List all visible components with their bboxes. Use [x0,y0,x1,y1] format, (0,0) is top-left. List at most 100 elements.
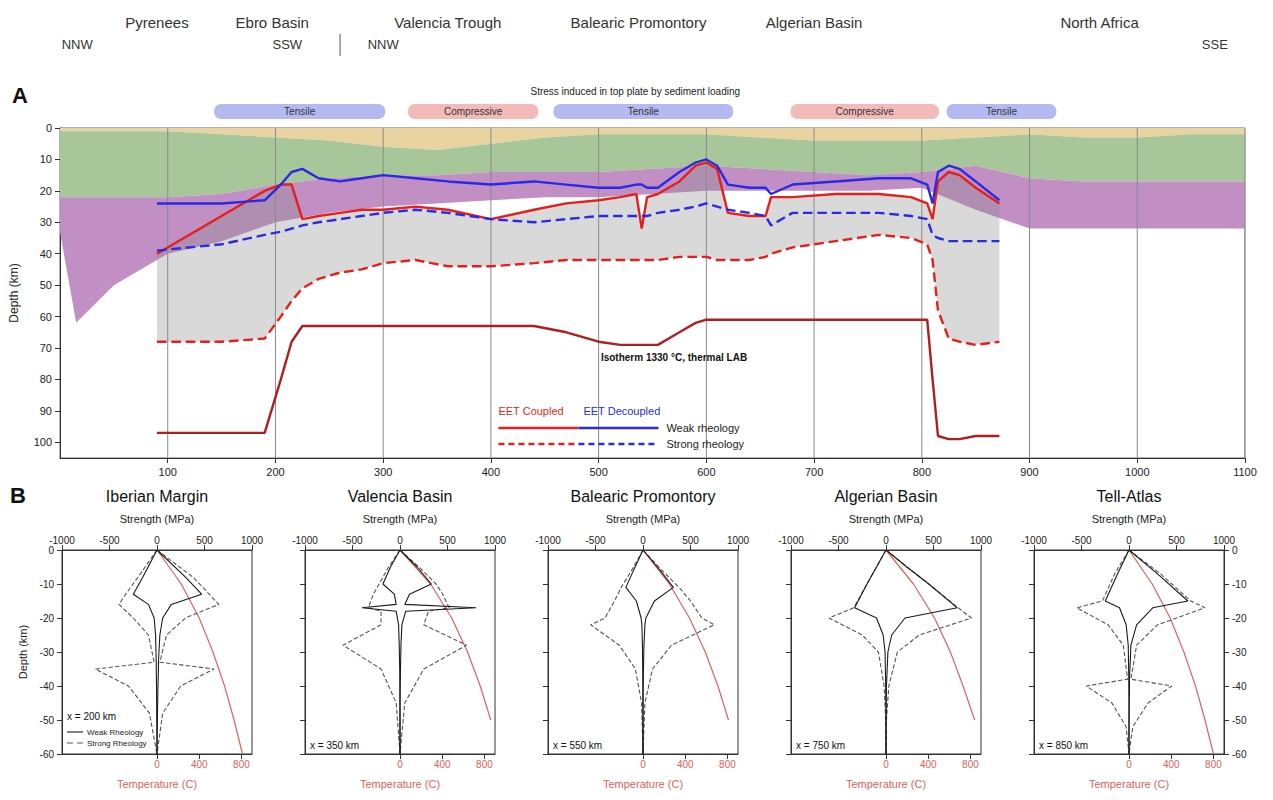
svg-text:800: 800 [962,759,979,770]
svg-text:Isotherm 1330 °C, thermal LAB: Isotherm 1330 °C, thermal LAB [601,352,747,363]
svg-text:B: B [10,483,26,508]
svg-text:0: 0 [397,759,403,770]
svg-text:500: 500 [589,466,607,478]
svg-text:-500: -500 [585,535,605,546]
svg-text:x = 550 km: x = 550 km [553,740,602,751]
svg-text:-500: -500 [99,535,119,546]
svg-text:Strength (MPa): Strength (MPa) [606,513,681,525]
svg-text:300: 300 [374,466,392,478]
svg-text:0: 0 [1232,545,1238,556]
svg-text:-1000: -1000 [292,535,318,546]
svg-text:1000: 1000 [241,535,264,546]
svg-text:x = 350 km: x = 350 km [310,740,359,751]
svg-text:-500: -500 [828,535,848,546]
svg-text:0: 0 [883,535,889,546]
svg-text:x = 850 km: x = 850 km [1039,740,1088,751]
svg-text:Algerian Basin: Algerian Basin [834,488,937,505]
svg-text:1000: 1000 [484,535,507,546]
svg-text:0: 0 [48,545,54,556]
svg-text:NNW: NNW [368,37,400,52]
svg-text:-1000: -1000 [778,535,804,546]
svg-text:800: 800 [1205,759,1222,770]
svg-text:-10: -10 [40,579,55,590]
svg-text:200: 200 [266,466,284,478]
svg-text:500: 500 [925,535,942,546]
svg-text:Depth (km): Depth (km) [17,625,29,679]
svg-text:Tensile: Tensile [284,106,316,117]
svg-text:EET Decoupled: EET Decoupled [583,405,660,417]
svg-text:Algerian Basin: Algerian Basin [766,14,863,31]
svg-text:-1000: -1000 [49,535,75,546]
svg-text:800: 800 [476,759,493,770]
svg-text:A: A [12,83,28,108]
svg-text:Temperature (C): Temperature (C) [846,778,926,790]
svg-text:500: 500 [439,535,456,546]
svg-text:900: 900 [1020,466,1038,478]
svg-text:Temperature (C): Temperature (C) [117,778,197,790]
svg-text:90: 90 [40,405,52,417]
svg-text:Balearic Promontory: Balearic Promontory [571,14,707,31]
svg-text:Iberian Margin: Iberian Margin [106,488,208,505]
svg-text:40: 40 [40,248,52,260]
svg-text:0: 0 [1126,759,1132,770]
svg-text:800: 800 [719,759,736,770]
svg-text:1000: 1000 [727,535,750,546]
svg-text:50: 50 [40,279,52,291]
svg-text:Balearic Promontory: Balearic Promontory [571,488,716,505]
svg-text:800: 800 [913,466,931,478]
svg-text:Strong rheology: Strong rheology [666,438,744,450]
svg-text:-30: -30 [40,647,55,658]
svg-text:Compressive: Compressive [836,106,895,117]
svg-text:Strength (MPa): Strength (MPa) [1092,513,1167,525]
svg-text:-60: -60 [1232,749,1247,760]
svg-text:Weak Rheology: Weak Rheology [87,728,143,737]
svg-text:60: 60 [40,311,52,323]
svg-text:Strength (MPa): Strength (MPa) [363,513,438,525]
svg-text:-500: -500 [1071,535,1091,546]
svg-text:400: 400 [677,759,694,770]
svg-text:Tell-Atlas: Tell-Atlas [1097,488,1162,505]
svg-text:North Africa: North Africa [1060,14,1139,31]
svg-text:-60: -60 [40,749,55,760]
svg-text:400: 400 [482,466,500,478]
svg-text:-50: -50 [40,715,55,726]
svg-text:-30: -30 [1232,647,1247,658]
svg-text:80: 80 [40,373,52,385]
svg-text:-40: -40 [1232,681,1247,692]
svg-text:Strength (MPa): Strength (MPa) [849,513,924,525]
svg-text:NNW: NNW [62,37,94,52]
svg-text:1000: 1000 [1213,535,1236,546]
svg-text:Pyrenees: Pyrenees [125,14,188,31]
svg-text:SSE: SSE [1202,37,1228,52]
svg-text:500: 500 [1168,535,1185,546]
svg-text:Tensile: Tensile [628,106,660,117]
svg-text:400: 400 [434,759,451,770]
svg-text:Strength (MPa): Strength (MPa) [120,513,195,525]
svg-text:Temperature (C): Temperature (C) [1089,778,1169,790]
svg-text:0: 0 [640,535,646,546]
svg-text:-20: -20 [1232,613,1247,624]
svg-text:Ebro Basin: Ebro Basin [236,14,309,31]
svg-text:Tensile: Tensile [986,106,1018,117]
svg-text:-1000: -1000 [535,535,561,546]
svg-text:-500: -500 [342,535,362,546]
svg-text:500: 500 [682,535,699,546]
svg-text:0: 0 [397,535,403,546]
svg-text:400: 400 [1163,759,1180,770]
svg-text:Strong Rheology: Strong Rheology [87,739,147,748]
svg-text:100: 100 [159,466,177,478]
svg-text:1100: 1100 [1233,466,1257,478]
svg-text:400: 400 [920,759,937,770]
svg-text:0: 0 [154,759,160,770]
svg-text:-1000: -1000 [1021,535,1047,546]
svg-text:Valencia Trough: Valencia Trough [394,14,501,31]
svg-text:x = 200 km: x = 200 km [67,711,116,722]
svg-text:0: 0 [640,759,646,770]
svg-text:600: 600 [697,466,715,478]
svg-text:0: 0 [46,122,52,134]
svg-text:Temperature (C): Temperature (C) [360,778,440,790]
svg-text:-40: -40 [40,681,55,692]
svg-text:Stress induced in top plate by: Stress induced in top plate by sediment … [530,86,740,97]
svg-text:70: 70 [40,342,52,354]
svg-text:Weak rheology: Weak rheology [666,422,740,434]
